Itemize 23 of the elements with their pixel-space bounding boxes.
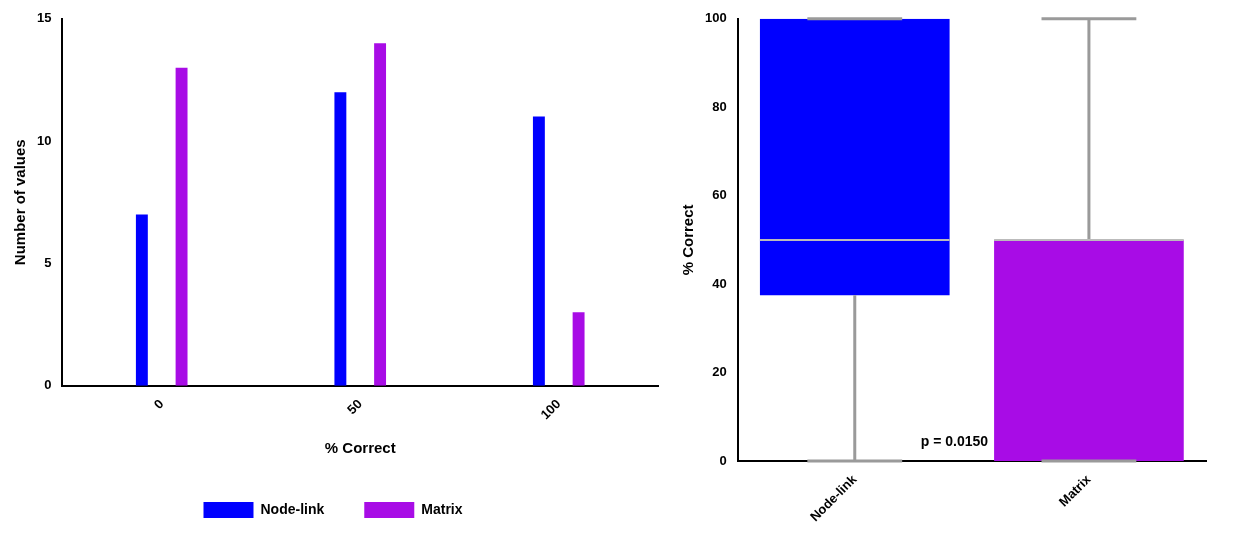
x-tick-label: 50	[344, 396, 365, 418]
y-tick-label: 15	[36, 10, 52, 26]
y-tick-label: 10	[36, 132, 52, 148]
x-tick-label: 100	[537, 396, 564, 423]
y-tick-label: 100	[704, 10, 727, 26]
bar	[135, 214, 148, 386]
bar	[532, 116, 545, 386]
y-axis-title: % Correct	[679, 204, 697, 276]
y-tick-label: 20	[712, 364, 727, 380]
x-axis-title: % Correct	[324, 439, 396, 457]
bar	[572, 312, 585, 386]
y-tick-label: 80	[712, 98, 727, 114]
y-tick-label: 0	[719, 452, 727, 468]
bar	[334, 92, 347, 386]
y-tick-label: 0	[44, 377, 52, 393]
y-axis-title: Number of values	[11, 139, 29, 266]
bar	[374, 43, 387, 386]
y-tick-label: 40	[712, 275, 727, 291]
y-tick-label: 60	[712, 187, 727, 203]
x-tick-label: 0	[150, 396, 167, 412]
annotation: p = 0.0150	[920, 432, 989, 449]
bar	[175, 67, 188, 386]
y-tick-label: 5	[44, 254, 52, 270]
